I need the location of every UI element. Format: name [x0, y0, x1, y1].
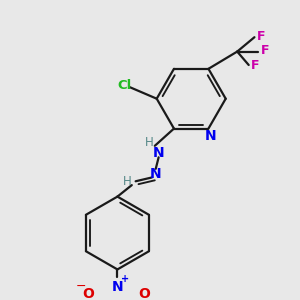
Text: Cl: Cl	[117, 79, 131, 92]
Text: N: N	[150, 167, 162, 181]
Text: H: H	[123, 175, 131, 188]
Text: O: O	[138, 287, 150, 300]
Text: −: −	[76, 280, 86, 293]
Text: O: O	[83, 287, 94, 300]
Text: N: N	[153, 146, 164, 160]
Text: F: F	[257, 30, 266, 43]
Text: H: H	[145, 136, 153, 149]
Text: +: +	[121, 274, 129, 284]
Text: N: N	[112, 280, 123, 294]
Text: F: F	[251, 59, 260, 72]
Text: F: F	[261, 44, 269, 57]
Text: N: N	[205, 129, 216, 143]
